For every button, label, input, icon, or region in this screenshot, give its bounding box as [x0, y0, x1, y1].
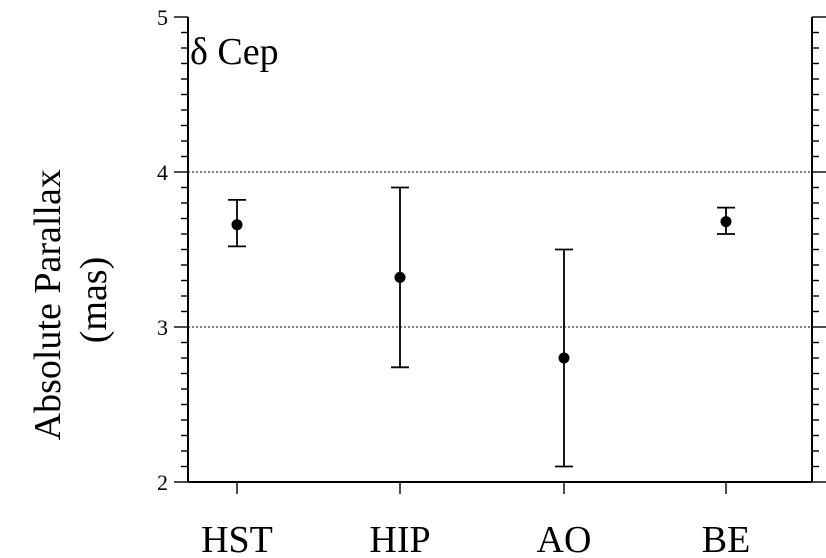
- y-tick-label-2: 2: [157, 470, 168, 495]
- data-point-hip: [394, 271, 406, 283]
- x-tick-label-be: BE: [702, 519, 751, 558]
- marks-layer: [228, 186, 735, 468]
- data-point-hst: [231, 219, 243, 231]
- y-axis-label-line-1: Absolute Parallax: [27, 169, 69, 440]
- ticks-layer: [174, 16, 826, 494]
- y-axis-label-line-2: (mas): [73, 257, 115, 344]
- y-axis-label: Absolute Parallax (mas): [27, 160, 115, 441]
- x-tick-label-hst: HST: [201, 519, 273, 558]
- grid-layer: [188, 171, 812, 328]
- labels-layer: δ Cep Absolute Parallax (mas) 2 3 4 5 HST HIP…: [27, 5, 750, 558]
- y-tick-label-4: 4: [157, 160, 168, 185]
- data-point-be: [720, 216, 732, 228]
- annotation-label: δ Cep: [190, 31, 279, 73]
- y-tick-label-3: 3: [157, 315, 168, 340]
- x-tick-label-ao: AO: [537, 519, 592, 558]
- data-point-ao: [558, 352, 570, 364]
- y-tick-label-5: 5: [157, 5, 168, 30]
- axes-layer: [187, 17, 813, 483]
- x-tick-label-hip: HIP: [369, 519, 430, 558]
